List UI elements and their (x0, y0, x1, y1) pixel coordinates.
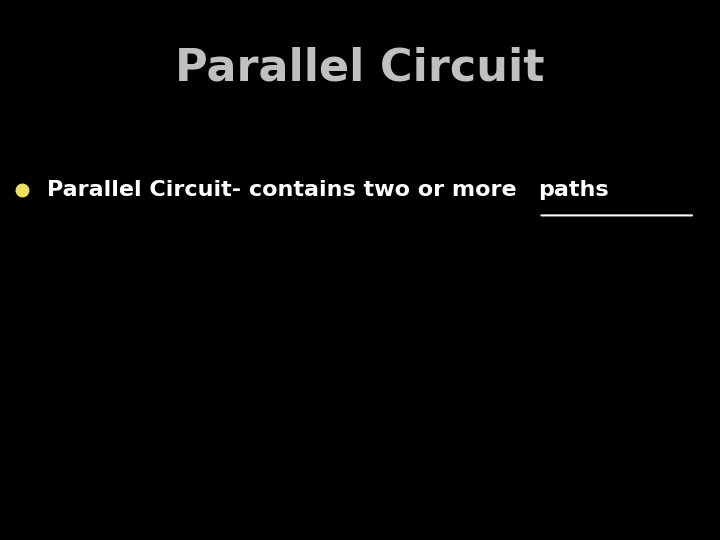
Text: 2: 2 (542, 404, 552, 418)
Text: 3: 3 (665, 404, 674, 418)
Text: +: + (0, 355, 10, 374)
Text: R: R (344, 392, 359, 411)
Text: Battery: Battery (127, 298, 197, 316)
Text: 1: 1 (362, 404, 372, 418)
Text: Parallel Circuit- contains two or more: Parallel Circuit- contains two or more (47, 180, 524, 200)
Text: R: R (524, 392, 539, 411)
Text: Parallel Circuit: Parallel Circuit (175, 46, 545, 90)
Text: -: - (0, 434, 7, 454)
Text: paths: paths (539, 180, 609, 200)
Text: R: R (647, 392, 662, 411)
